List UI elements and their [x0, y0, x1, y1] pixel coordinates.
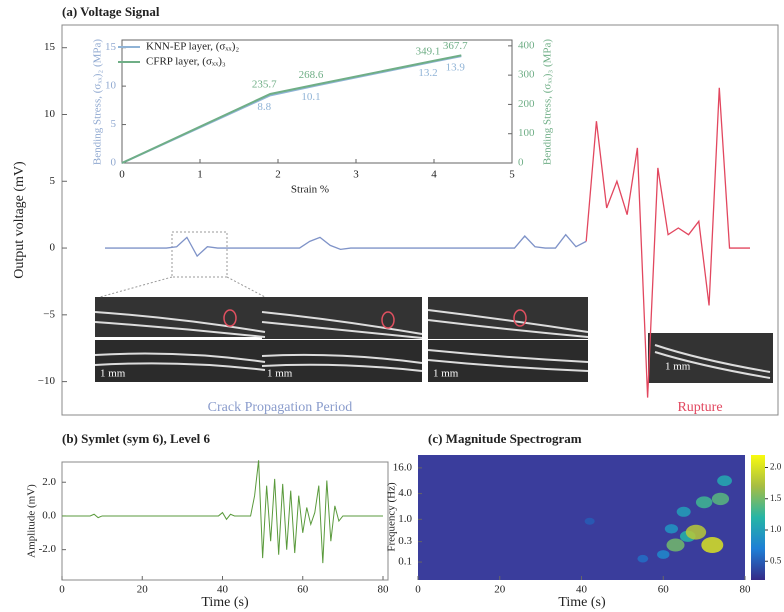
y-axis-label: Amplitude (mV) — [26, 484, 38, 558]
data-label: 8.8 — [257, 101, 271, 113]
data-label: 13.2 — [418, 67, 437, 79]
y-axis-label: Frequency (Hz) — [386, 482, 398, 552]
legend-label: KNN-EP layer, (σₓₓ)₂ — [146, 41, 239, 53]
spectrogram-cell — [584, 517, 595, 525]
chart-title: (c) Magnitude Spectrogram — [428, 431, 582, 446]
x-axis-label: Time (s) — [558, 595, 606, 610]
y-tick-label: 4.0 — [398, 487, 412, 499]
x-tick-label: 80 — [378, 584, 390, 596]
spectrogram-cell — [666, 538, 685, 552]
y-tick-label: 0.1 — [398, 556, 412, 568]
spectrogram-cell — [637, 554, 649, 563]
y-tick-label: 15 — [44, 41, 56, 53]
x-tick-label: 0 — [119, 169, 125, 181]
y-tick-label: 10 — [44, 108, 56, 120]
data-label: 10.1 — [301, 91, 320, 103]
y-tick-label: 2.0 — [42, 476, 56, 488]
data-label: 235.7 — [252, 79, 277, 91]
y-tick-label: 0 — [518, 157, 524, 169]
data-label: 367.7 — [443, 40, 468, 52]
stress-line — [121, 54, 462, 164]
spectrogram-cell — [711, 492, 730, 506]
spectrogram-cell — [695, 496, 713, 509]
y-tick-label: 1.0 — [398, 513, 412, 525]
stress-line — [121, 55, 462, 164]
y-tick-label: 0.3 — [398, 535, 412, 547]
y-axis-label: Bending Stress, (σₓₓ)₂ (MPa) — [92, 39, 104, 165]
y-tick-label: 5 — [50, 175, 56, 187]
spectrogram-cell — [664, 524, 679, 534]
spectrogram-cell — [676, 506, 691, 517]
x-tick-label: 1 — [197, 169, 203, 181]
x-tick-label: 0 — [59, 584, 65, 596]
x-tick-label: 80 — [740, 584, 752, 596]
y-tick-label: -2.0 — [39, 543, 57, 555]
scale-bar-label: 1 mm — [267, 368, 293, 380]
y-tick-label: 0 — [111, 157, 117, 169]
colorbar-tick-label: 1.0 — [770, 524, 782, 534]
y-tick-label: −10 — [38, 375, 56, 387]
spectrogram-cell — [717, 475, 732, 487]
spectrogram-background — [418, 455, 745, 580]
y-tick-label: 15 — [105, 41, 117, 53]
scale-bar-label: 1 mm — [100, 368, 126, 380]
spectrogram-cell — [657, 550, 670, 559]
spectrogram-cell — [701, 537, 724, 554]
annotation: Rupture — [677, 400, 722, 415]
chart-title: (b) Symlet (sym 6), Level 6 — [62, 431, 211, 446]
y-tick-label: −5 — [43, 308, 55, 320]
x-axis-label: Time (s) — [201, 595, 249, 610]
micrographs — [94, 231, 773, 383]
scale-bar-label: 1 mm — [433, 368, 459, 380]
y-tick-label: 100 — [518, 127, 535, 139]
y-tick-label: 200 — [518, 98, 535, 110]
scale-bar-label: 1 mm — [665, 361, 691, 373]
y-tick-label: 0 — [50, 242, 56, 254]
data-label: 268.6 — [299, 69, 324, 81]
plot-frame — [121, 39, 513, 164]
y-tick-label: 10 — [105, 80, 117, 92]
x-tick-label: 0 — [415, 584, 421, 596]
signal-line — [585, 87, 750, 398]
data-label: 13.9 — [446, 62, 466, 74]
y-tick-label: 0.0 — [42, 509, 56, 521]
plot-frame — [61, 24, 779, 416]
legend-label: CFRP layer, (σₓₓ)₃ — [146, 56, 226, 68]
y-tick-label: 16.0 — [393, 461, 413, 473]
colorbar-tick-label: 0.5 — [770, 555, 782, 565]
wavelet-line — [62, 460, 383, 564]
chart-title: (a) Voltage Signal — [62, 4, 160, 19]
x-tick-label: 2 — [275, 169, 281, 181]
y-tick-label: 400 — [518, 39, 535, 51]
x-tick-label: 4 — [431, 169, 437, 181]
colorbar-tick-label: 2.0 — [770, 462, 782, 472]
x-tick-label: 40 — [576, 584, 588, 596]
colorbar — [751, 455, 765, 580]
x-tick-label: 40 — [217, 584, 229, 596]
x-axis-label: Strain % — [291, 184, 329, 196]
data-label: 349.1 — [416, 45, 441, 57]
annotation: Crack Propagation Period — [208, 400, 353, 415]
x-tick-label: 20 — [137, 584, 149, 596]
signal-line — [105, 233, 587, 258]
x-tick-label: 3 — [353, 169, 359, 181]
x-tick-label: 5 — [509, 169, 515, 181]
plot-frame — [61, 461, 389, 581]
x-tick-label: 60 — [297, 584, 309, 596]
y-tick-label: 5 — [111, 118, 117, 130]
colorbar-tick-label: 1.5 — [770, 493, 782, 503]
x-tick-label: 60 — [658, 584, 670, 596]
y-axis-label: Output voltage (mV) — [12, 161, 27, 279]
y-tick-label: 300 — [518, 69, 535, 81]
x-tick-label: 20 — [494, 584, 506, 596]
spectrogram-cell — [685, 524, 707, 540]
y2-axis-label: Bending Stress, (σₓₓ)₃ (MPa) — [542, 39, 554, 165]
